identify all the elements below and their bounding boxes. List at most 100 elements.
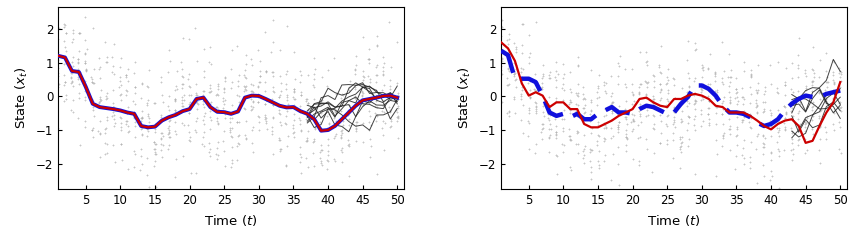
Point	[59, 61, 73, 65]
Point	[183, 83, 196, 87]
Point	[611, 74, 624, 78]
Point	[86, 108, 100, 112]
Point	[281, 93, 294, 97]
Point	[716, 122, 729, 126]
Point	[521, 121, 535, 125]
Point	[340, 138, 354, 142]
Point	[154, 80, 168, 84]
Point	[299, 139, 313, 143]
Point	[328, 132, 342, 136]
Point	[556, 82, 570, 86]
Point	[168, 88, 182, 92]
Point	[79, 47, 93, 51]
Point	[757, 89, 771, 93]
Point	[274, 123, 287, 127]
Point	[278, 121, 292, 125]
Point	[246, 105, 259, 109]
Point	[162, 130, 176, 134]
Point	[653, 119, 667, 123]
Point	[833, 69, 846, 73]
Point	[334, 129, 347, 132]
Point	[660, 78, 674, 81]
Point	[534, 122, 548, 125]
Point	[86, 126, 100, 130]
Point	[826, 122, 839, 126]
Point	[653, 82, 666, 86]
Point	[113, 93, 126, 97]
Point	[218, 163, 231, 167]
Point	[175, 122, 189, 125]
Point	[280, 109, 293, 113]
Point	[203, 83, 217, 87]
Point	[314, 126, 328, 130]
Point	[245, 141, 258, 145]
Point	[272, 149, 286, 153]
Point	[252, 100, 265, 104]
Point	[218, 102, 231, 106]
Point	[577, 97, 591, 101]
Point	[756, 145, 769, 149]
Point	[693, 86, 707, 90]
Point	[633, 51, 647, 54]
Point	[238, 107, 252, 111]
Point	[653, 87, 667, 91]
Point	[584, 170, 598, 174]
Point	[356, 78, 369, 82]
Point	[688, 41, 701, 45]
Point	[645, 126, 659, 130]
Point	[334, 150, 348, 153]
Point	[342, 111, 356, 115]
Point	[806, 45, 820, 49]
Point	[548, 75, 561, 79]
Point	[798, 68, 811, 72]
Point	[114, 125, 128, 129]
Point	[210, 105, 223, 109]
Point	[273, 139, 287, 142]
Point	[569, 93, 583, 97]
Point	[652, 65, 665, 69]
Point	[673, 117, 687, 121]
Point	[709, 122, 722, 126]
Point	[659, 75, 673, 79]
Point	[743, 125, 757, 129]
Point	[612, 120, 625, 124]
Point	[176, 104, 189, 108]
Point	[514, 94, 528, 98]
Point	[128, 135, 142, 139]
Point	[681, 144, 694, 148]
Point	[584, 149, 598, 152]
Point	[749, 88, 763, 92]
Point	[320, 114, 334, 118]
Point	[583, 108, 597, 112]
Point	[183, 93, 196, 97]
Point	[209, 105, 223, 109]
Point	[819, 99, 833, 103]
Point	[548, 124, 562, 128]
Point	[757, 110, 770, 113]
Point	[369, 105, 383, 109]
Point	[92, 100, 106, 104]
Point	[562, 127, 576, 131]
Point	[723, 68, 737, 72]
Point	[189, 116, 203, 120]
Point	[175, 95, 189, 99]
Point	[107, 160, 121, 163]
Point	[85, 77, 99, 81]
Point	[589, 90, 603, 94]
Point	[307, 139, 321, 142]
Point	[763, 108, 776, 112]
Point	[624, 67, 638, 71]
Point	[744, 116, 757, 120]
Point	[300, 101, 314, 105]
Point	[763, 152, 777, 155]
Point	[163, 118, 177, 122]
Point	[597, 159, 611, 163]
Point	[50, 28, 64, 31]
Point	[57, 62, 71, 66]
Point	[721, 90, 734, 93]
Point	[541, 112, 554, 116]
Point	[784, 126, 798, 130]
Point	[688, 98, 701, 102]
Point	[64, 71, 78, 75]
Point	[343, 105, 357, 109]
